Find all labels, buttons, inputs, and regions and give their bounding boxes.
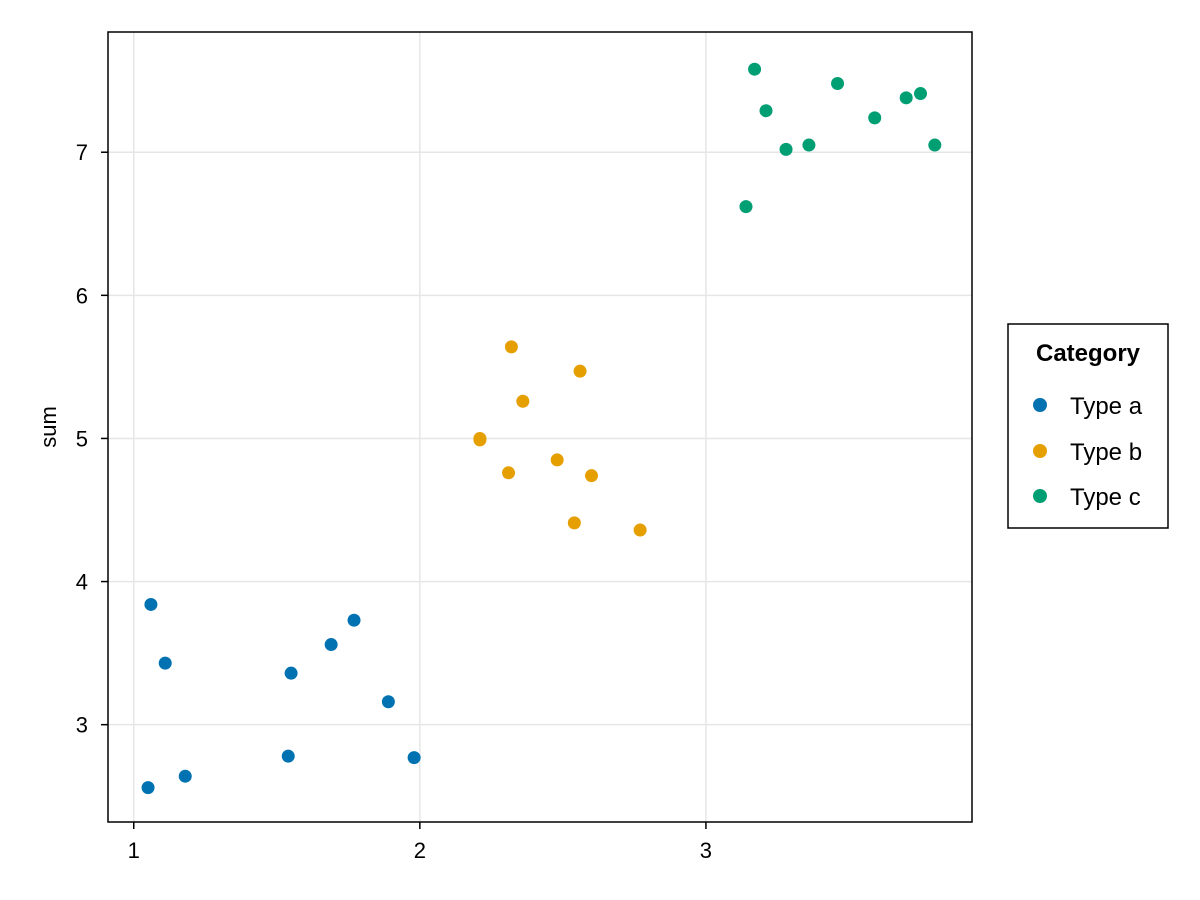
y-tick-label: 6 [76, 283, 88, 308]
data-point-series-2 [899, 91, 913, 105]
data-point-series-2 [914, 87, 928, 101]
x-tick-label: 3 [700, 838, 712, 863]
data-point-series-2 [779, 142, 793, 156]
legend-marker-type-b [1033, 444, 1047, 458]
y-tick-label: 4 [76, 570, 88, 595]
plot-frame [107, 31, 973, 823]
data-point-series-0 [381, 695, 395, 709]
data-point-series-1 [584, 469, 598, 483]
data-point-series-0 [158, 656, 172, 670]
x-tick-label: 2 [414, 838, 426, 863]
y-tick-label: 3 [76, 713, 88, 738]
data-point-series-2 [831, 77, 845, 91]
legend-box [1007, 323, 1169, 529]
data-point-series-0 [324, 638, 338, 652]
data-point-series-2 [759, 104, 773, 118]
data-point-series-1 [573, 364, 587, 378]
x-tick-label: 1 [128, 838, 140, 863]
legend-label-type-b: Type b [1070, 439, 1142, 466]
data-point-series-0 [178, 769, 192, 783]
data-point-series-1 [516, 394, 530, 408]
data-point-series-2 [928, 138, 942, 152]
legend-item-type-b: Type b [1033, 439, 1142, 466]
data-point-series-2 [802, 138, 816, 152]
legend-title: Category [1036, 340, 1141, 367]
data-point-series-0 [141, 781, 155, 795]
data-point-series-1 [633, 523, 647, 537]
legend-marker-type-c [1033, 489, 1047, 503]
legend-item-type-c: Type c [1033, 484, 1141, 511]
legend-label-type-c: Type c [1070, 484, 1141, 511]
data-point-series-2 [739, 200, 753, 214]
data-point-series-1 [550, 453, 564, 467]
legend-item-type-a: Type a [1033, 393, 1143, 420]
data-points [141, 62, 942, 795]
data-point-series-1 [504, 340, 518, 354]
legend-label-type-a: Type a [1070, 393, 1143, 420]
data-point-series-1 [473, 433, 487, 447]
grid [108, 32, 972, 822]
data-point-series-1 [502, 466, 516, 480]
data-point-series-2 [868, 111, 882, 125]
data-point-series-1 [567, 516, 581, 530]
data-point-series-0 [347, 613, 361, 627]
axis-ticks: 1 2 3 3 4 5 6 7 [76, 140, 712, 863]
y-tick-label: 5 [76, 426, 88, 451]
data-point-series-0 [284, 666, 298, 680]
y-tick-label: 7 [76, 140, 88, 165]
data-point-series-2 [748, 62, 762, 76]
data-point-series-0 [144, 597, 158, 611]
data-point-series-0 [407, 751, 421, 765]
data-point-series-0 [281, 749, 295, 763]
legend: Category Type a Type b Type c [1007, 323, 1169, 529]
y-axis-label: sum [36, 406, 61, 448]
legend-marker-type-a [1033, 398, 1047, 412]
